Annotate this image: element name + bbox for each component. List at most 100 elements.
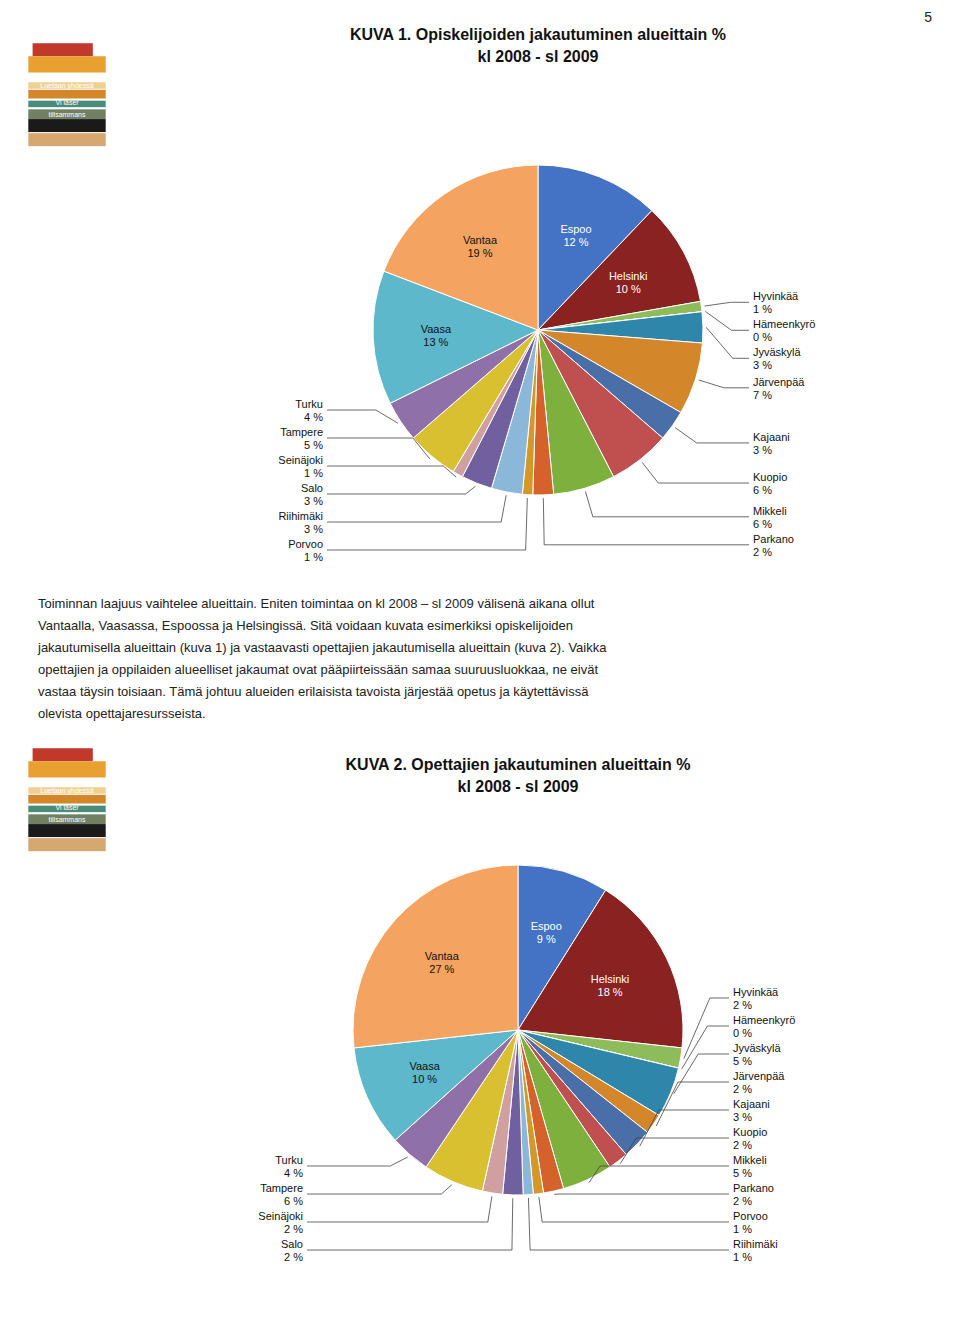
label-value: 6 % — [753, 484, 772, 496]
data-label: Salo2 % — [281, 1238, 303, 1263]
label-category: Järvenpää — [753, 376, 805, 388]
data-label: Järvenpää7 % — [753, 376, 805, 401]
data-label: Hämeenkyrö0 % — [733, 1014, 795, 1039]
data-label: Kuopio6 % — [753, 471, 787, 496]
label-value: 4 % — [304, 411, 323, 423]
label-value: 3 % — [753, 444, 772, 456]
label-category: Kajaani — [753, 431, 790, 443]
data-label: Kajaani3 % — [733, 1098, 770, 1123]
book — [28, 838, 105, 851]
slices — [353, 865, 683, 1195]
body-text: Toiminnan laajuus vaihtelee alueittain. … — [37, 596, 607, 721]
data-labels: Espoo9 %Helsinki18 %Vaasa10 %Vantaa27 %H… — [258, 920, 795, 1263]
leader-line — [327, 498, 527, 550]
book — [28, 814, 105, 824]
body-line: olevista opettajaresursseista. — [38, 706, 206, 721]
leader-line — [589, 1166, 729, 1183]
label-value: 3 % — [304, 495, 323, 507]
data-label: Mikkeli6 % — [753, 505, 787, 530]
label-category: Tampere — [260, 1182, 303, 1194]
chart-subtitle: kl 2008 - sl 2009 — [458, 778, 579, 795]
data-label: Espoo9 % — [531, 920, 562, 945]
label-category: Vaasa — [409, 1060, 440, 1072]
leader-line — [307, 1196, 492, 1222]
label-category: Riihimäki — [278, 510, 323, 522]
label-category: Turku — [275, 1154, 303, 1166]
leader-line — [327, 495, 506, 522]
book — [28, 90, 105, 99]
icon-label: Vi läser — [55, 99, 79, 106]
label-category: Salo — [301, 482, 323, 494]
icon-label: tillsammans — [49, 111, 86, 118]
label-category: Helsinki — [591, 973, 630, 985]
icon-label: tillsammans — [49, 816, 86, 823]
leader-line — [307, 1185, 452, 1194]
data-label: Espoo12 % — [560, 223, 591, 248]
label-value: 9 % — [537, 933, 556, 945]
book — [28, 133, 105, 146]
data-label: Riihimäki3 % — [278, 510, 323, 535]
label-value: 3 % — [304, 523, 323, 535]
label-value: 13 % — [423, 336, 448, 348]
label-category: Espoo — [531, 920, 562, 932]
label-value: 10 % — [412, 1073, 437, 1085]
leader-line — [528, 1198, 729, 1250]
label-category: Jyväskylä — [733, 1042, 782, 1054]
label-value: 3 % — [733, 1111, 752, 1123]
label-category: Kajaani — [733, 1098, 770, 1110]
leader-lines — [307, 998, 729, 1250]
body-line: opettajien ja oppilaiden alueelliset jak… — [38, 662, 598, 677]
body-line: Toiminnan laajuus vaihtelee alueittain. … — [38, 596, 595, 611]
label-category: Helsinki — [609, 270, 648, 282]
label-category: Espoo — [560, 223, 591, 235]
chart-title: KUVA 2. Opettajien jakautuminen alueitta… — [346, 756, 691, 773]
label-value: 1 % — [733, 1251, 752, 1263]
data-label: Helsinki18 % — [591, 973, 630, 998]
data-label: Vaasa10 % — [409, 1060, 440, 1085]
slice — [354, 1030, 518, 1140]
label-value: 27 % — [429, 963, 454, 975]
icon-label: Luetaan yhdessä — [40, 787, 93, 795]
label-value: 19 % — [467, 247, 492, 259]
label-category: Salo — [281, 1238, 303, 1250]
slices — [373, 165, 703, 495]
data-label: Salo3 % — [301, 482, 323, 507]
label-value: 5 % — [733, 1167, 752, 1179]
leader-line — [585, 491, 749, 516]
label-category: Parkano — [733, 1182, 774, 1194]
page: 5Luetaan yhdessäVi läsertillsammansLueta… — [0, 0, 960, 1337]
icon-label: Vi läser — [55, 804, 79, 811]
data-label: Kajaani3 % — [753, 431, 790, 456]
label-value: 2 % — [733, 1083, 752, 1095]
slice — [384, 165, 538, 330]
label-value: 3 % — [753, 359, 772, 371]
label-value: 5 % — [733, 1055, 752, 1067]
label-value: 6 % — [753, 518, 772, 530]
book — [28, 119, 105, 132]
book — [33, 43, 93, 56]
leader-line — [620, 1138, 729, 1164]
leader-line — [682, 1026, 729, 1069]
label-category: Seinäjoki — [278, 454, 323, 466]
label-value: 5 % — [304, 439, 323, 451]
data-label: Kuopio2 % — [733, 1126, 767, 1151]
chart-subtitle: kl 2008 - sl 2009 — [478, 48, 599, 65]
leader-line — [675, 428, 749, 443]
label-category: Parkano — [753, 533, 794, 545]
data-label: Vaasa13 % — [421, 323, 452, 348]
label-value: 12 % — [563, 236, 588, 248]
label-category: Tampere — [280, 426, 323, 438]
book — [28, 761, 105, 777]
leader-line — [656, 1082, 729, 1126]
book — [28, 56, 105, 72]
label-value: 6 % — [284, 1195, 303, 1207]
chart-title: KUVA 1. Opiskelijoiden jakautuminen alue… — [350, 26, 726, 43]
label-value: 2 % — [284, 1223, 303, 1235]
leader-line — [543, 498, 749, 545]
body-line: jakautumisella alueittain (kuva 1) ja va… — [37, 640, 607, 655]
data-label: Riihimäki1 % — [733, 1238, 778, 1263]
leader-line — [327, 438, 430, 459]
leader-line — [307, 1157, 408, 1166]
label-category: Hämeenkyrö — [733, 1014, 795, 1026]
label-category: Porvoo — [733, 1210, 768, 1222]
